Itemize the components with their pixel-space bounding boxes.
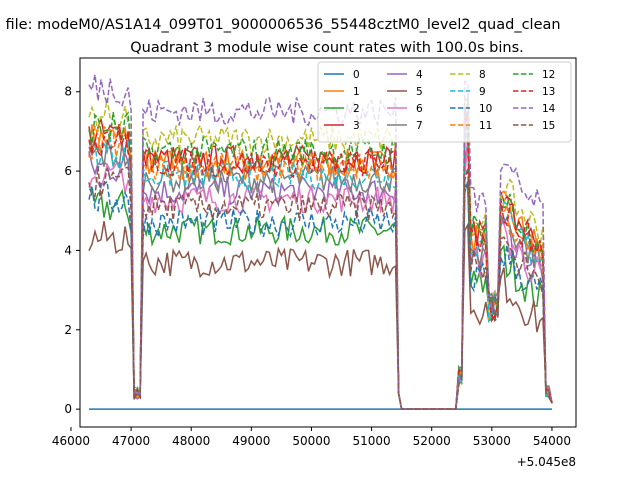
- series-line-10: [88, 180, 553, 410]
- y-axis: 0 2 4 6 8: [64, 85, 80, 416]
- y-tick-label: 8: [64, 85, 72, 99]
- y-tick-label: 6: [64, 164, 72, 178]
- legend-label-12: 12: [542, 69, 555, 81]
- series-line-2: [88, 183, 553, 410]
- series-line-4: [88, 141, 553, 410]
- legend-label-4: 4: [416, 69, 423, 81]
- legend-label-15: 15: [542, 120, 555, 132]
- legend-label-7: 7: [416, 120, 423, 132]
- plot-frame: [79, 57, 577, 428]
- x-tick-label: 46000: [52, 434, 90, 448]
- legend-label-9: 9: [479, 86, 486, 98]
- series-line-5: [88, 221, 553, 410]
- legend-label-8: 8: [479, 69, 486, 81]
- legend-label-14: 14: [542, 103, 556, 115]
- x-offset-text: +5.045e8: [517, 455, 576, 469]
- legend-label-10: 10: [479, 103, 492, 115]
- y-tick-label: 4: [64, 243, 72, 257]
- x-tick-label: 52000: [413, 434, 451, 448]
- legend-label-13: 13: [542, 86, 555, 98]
- legend-box: [317, 61, 572, 143]
- series-line-13: [88, 108, 553, 410]
- x-tick-label: 54000: [533, 434, 571, 448]
- x-tick-label: 47000: [112, 434, 150, 448]
- legend-label-0: 0: [353, 69, 360, 81]
- legend-label-5: 5: [416, 86, 423, 98]
- x-tick-label: 51000: [352, 434, 390, 448]
- figure-suptitle: a file: modeM0/AS1A14_099T01_9000006536_…: [0, 17, 561, 33]
- legend-label-6: 6: [416, 103, 423, 115]
- y-tick-label: 2: [64, 323, 72, 337]
- chart-title: Quadrant 3 module wise count rates with …: [130, 40, 524, 56]
- x-tick-label: 49000: [232, 434, 270, 448]
- series-line-12: [88, 97, 553, 410]
- y-tick-label: 0: [64, 402, 72, 416]
- series-line-1: [88, 124, 553, 410]
- legend-label-3: 3: [353, 120, 360, 132]
- x-tick-label: 50000: [292, 434, 330, 448]
- x-tick-label: 48000: [172, 434, 210, 448]
- legend-label-2: 2: [353, 103, 360, 115]
- x-axis: 46000 47000 48000 49000 50000 51000 52000 53000…: [52, 427, 571, 448]
- series-line-15: [88, 166, 553, 410]
- x-tick-label: 53000: [473, 434, 511, 448]
- legend-label-1: 1: [353, 86, 360, 98]
- series-line-11: [88, 125, 553, 410]
- legend-label-11: 11: [479, 120, 492, 132]
